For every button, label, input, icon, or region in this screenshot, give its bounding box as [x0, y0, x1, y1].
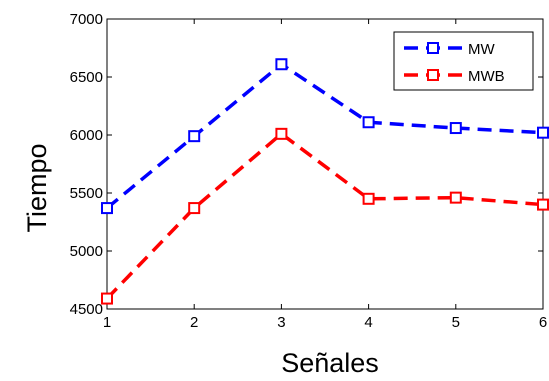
data-point-mw — [362, 116, 375, 129]
x-axis-title: Señales — [281, 348, 379, 378]
y-tick-label: 6500 — [70, 69, 103, 86]
y-tick-label: 5500 — [70, 185, 103, 202]
data-point-mwb — [275, 127, 288, 140]
data-point-mw — [188, 130, 201, 143]
series-line-mw — [105, 62, 544, 210]
data-point-mwb — [188, 202, 201, 215]
legend: MW MWB — [393, 31, 534, 91]
x-tick-label: 5 — [452, 314, 460, 331]
data-point-mwb — [101, 292, 113, 305]
tick-labels: 4500 5000 5500 6000 6500 7000 1 2 3 4 5 6 — [70, 11, 548, 331]
data-point-mwb — [362, 192, 375, 205]
x-tick-label: 3 — [277, 314, 285, 331]
legend-label-mw: MW — [468, 41, 495, 58]
plot-frame — [106, 18, 544, 310]
y-tick-label: 7000 — [70, 11, 103, 28]
data-point-mw — [101, 202, 113, 215]
y-tick-label: 4500 — [70, 301, 103, 318]
legend-marker-mw — [427, 42, 439, 54]
y-tick-label: 5000 — [70, 243, 103, 260]
y-axis-title: Tiempo — [22, 143, 52, 232]
data-point-mw — [537, 126, 549, 139]
legend-box — [393, 31, 534, 91]
y-tick-label: 6000 — [70, 127, 103, 144]
data-point-mw — [449, 122, 462, 135]
series-line-mwb — [105, 131, 544, 300]
series-layer — [101, 58, 549, 305]
data-point-mw — [275, 58, 288, 71]
data-point-mwb — [449, 191, 462, 204]
x-tick-label: 4 — [364, 314, 372, 331]
plot-area — [106, 18, 544, 310]
x-tick-label: 2 — [190, 314, 198, 331]
legend-label-mwb: MWB — [468, 68, 505, 85]
x-tick-label: 1 — [103, 314, 111, 331]
data-point-mwb — [537, 198, 549, 211]
x-tick-label: 6 — [539, 314, 547, 331]
legend-marker-mwb — [427, 69, 439, 81]
